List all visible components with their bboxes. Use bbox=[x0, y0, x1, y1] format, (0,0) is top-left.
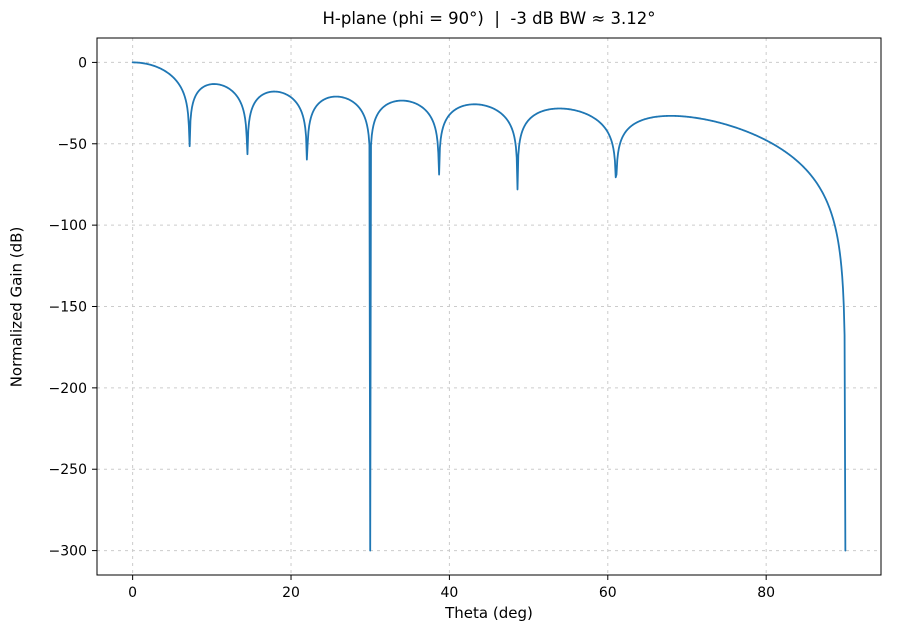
y-tick-label: 0 bbox=[78, 55, 87, 71]
x-axis-label: Theta (deg) bbox=[445, 604, 533, 622]
chart-title: H-plane (phi = 90°) | -3 dB BW ≈ 3.12° bbox=[322, 9, 656, 28]
x-tick-label: 80 bbox=[757, 585, 775, 601]
y-tick-label: −50 bbox=[57, 137, 87, 153]
x-tick-label: 0 bbox=[128, 585, 137, 601]
y-tick-label: −250 bbox=[49, 462, 87, 478]
y-tick-label: −300 bbox=[49, 544, 87, 560]
y-tick-label: −200 bbox=[49, 381, 87, 397]
x-tick-label: 60 bbox=[599, 585, 617, 601]
y-tick-label: −100 bbox=[49, 218, 87, 234]
x-tick-label: 20 bbox=[282, 585, 300, 601]
gain-curve bbox=[131, 61, 847, 552]
y-axis-label: Normalized Gain (dB) bbox=[7, 226, 26, 387]
axes-frame bbox=[96, 37, 882, 576]
x-tick-label: 40 bbox=[440, 585, 458, 601]
tick-marks bbox=[92, 61, 767, 580]
grid-lines bbox=[97, 38, 881, 575]
tick-labels: 0 20 40 60 80 0 −50 −100 −150 −200 −250 −300 bbox=[49, 55, 776, 601]
y-axis-label-container: Normalized Gain (dB) bbox=[2, 38, 30, 575]
y-tick-label: −150 bbox=[49, 300, 87, 316]
